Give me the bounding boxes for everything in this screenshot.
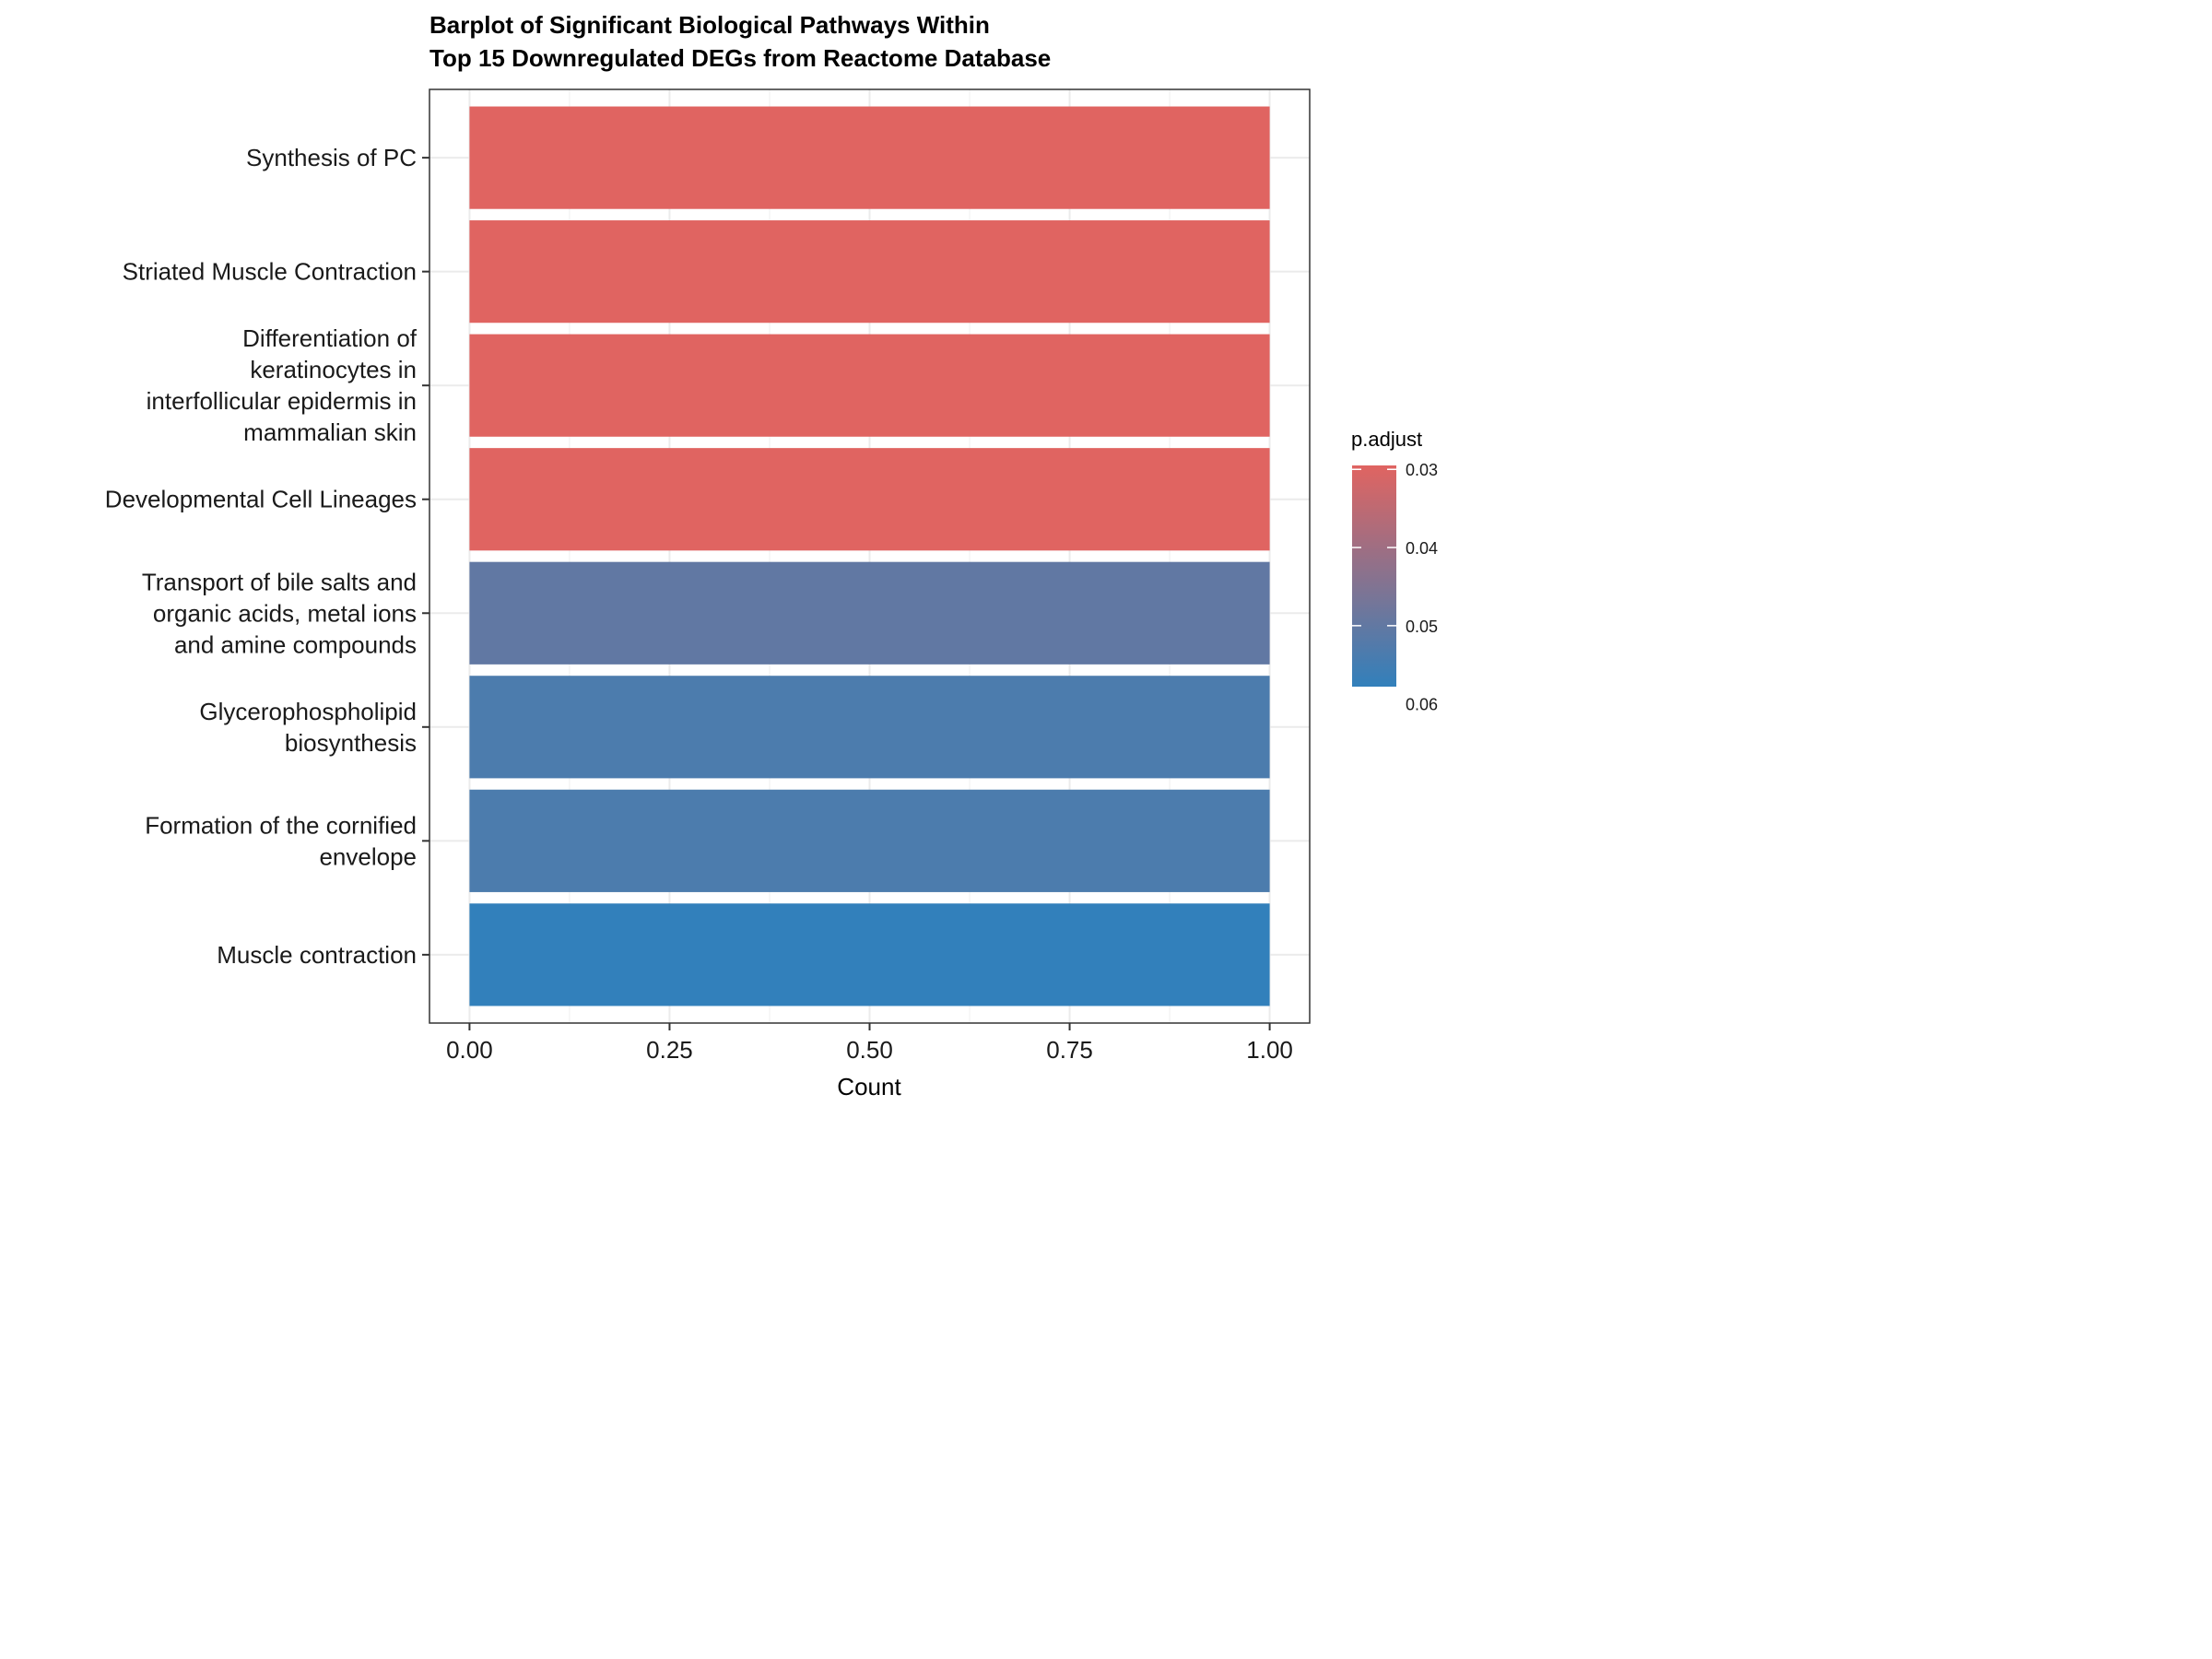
x-tick-label-0: 0.00 bbox=[446, 1036, 493, 1064]
y-tick-label-2-0: Differentiation of bbox=[242, 324, 418, 352]
legend-tick-label-1: 0.04 bbox=[1406, 539, 1438, 558]
y-tick-label-0-0: Synthesis of PC bbox=[246, 144, 417, 171]
bar-2 bbox=[469, 334, 1270, 437]
y-tick-label-6-1: envelope bbox=[319, 842, 417, 870]
bar-1 bbox=[469, 220, 1270, 324]
y-tick-label-5-0: Glycerophospholipid bbox=[199, 698, 417, 725]
bar-6 bbox=[469, 789, 1270, 892]
chart-title-line-1: Barplot of Significant Biological Pathwa… bbox=[429, 11, 990, 39]
y-tick-label-6-0: Formation of the cornified bbox=[145, 811, 417, 839]
y-tick-label-1-0: Striated Muscle Contraction bbox=[123, 258, 417, 286]
bar-0 bbox=[469, 106, 1270, 209]
x-tick-label-2: 0.50 bbox=[846, 1036, 893, 1064]
x-tick-label-3: 0.75 bbox=[1046, 1036, 1093, 1064]
chart: Barplot of Significant Biological Pathwa… bbox=[0, 0, 1475, 1106]
bar-5 bbox=[469, 676, 1270, 779]
bars bbox=[469, 106, 1270, 1006]
y-tick-label-2-2: interfollicular epidermis in bbox=[147, 387, 417, 415]
bar-3 bbox=[469, 448, 1270, 551]
y-tick-label-5-1: biosynthesis bbox=[285, 729, 417, 757]
y-axis: Synthesis of PC Striated Muscle Contracti… bbox=[105, 144, 429, 969]
bar-7 bbox=[469, 903, 1270, 1006]
y-tick-label-4-0: Transport of bile salts and bbox=[142, 568, 417, 595]
legend-tick-label-3: 0.06 bbox=[1406, 696, 1438, 714]
y-tick-label-2-1: keratinocytes in bbox=[250, 356, 417, 383]
y-tick-label-2-3: mammalian skin bbox=[243, 418, 417, 446]
y-tick-label-4-2: and amine compounds bbox=[174, 630, 417, 658]
y-tick-label-4-1: organic acids, metal ions bbox=[153, 599, 417, 627]
legend-colorbar bbox=[1352, 465, 1396, 687]
y-tick-label-3-0: Developmental Cell Lineages bbox=[105, 486, 417, 513]
chart-title-line-2: Top 15 Downregulated DEGs from Reactome … bbox=[429, 44, 1051, 72]
legend-tick-label-2: 0.05 bbox=[1406, 618, 1438, 636]
legend-title: p.adjust bbox=[1351, 428, 1422, 451]
legend: p.adjust 0.03 0.04 0.05 0.06 bbox=[1351, 428, 1438, 714]
y-tick-label-7-0: Muscle contraction bbox=[217, 941, 417, 969]
x-axis-label: Count bbox=[837, 1073, 901, 1100]
legend-tick-label-0: 0.03 bbox=[1406, 461, 1438, 479]
x-tick-label-1: 0.25 bbox=[646, 1036, 693, 1064]
legend-ticks: 0.03 0.04 0.05 0.06 bbox=[1352, 461, 1438, 714]
bar-4 bbox=[469, 561, 1270, 665]
x-tick-label-4: 1.00 bbox=[1246, 1036, 1293, 1064]
x-axis: 0.00 0.25 0.50 0.75 1.00 bbox=[446, 1023, 1293, 1064]
